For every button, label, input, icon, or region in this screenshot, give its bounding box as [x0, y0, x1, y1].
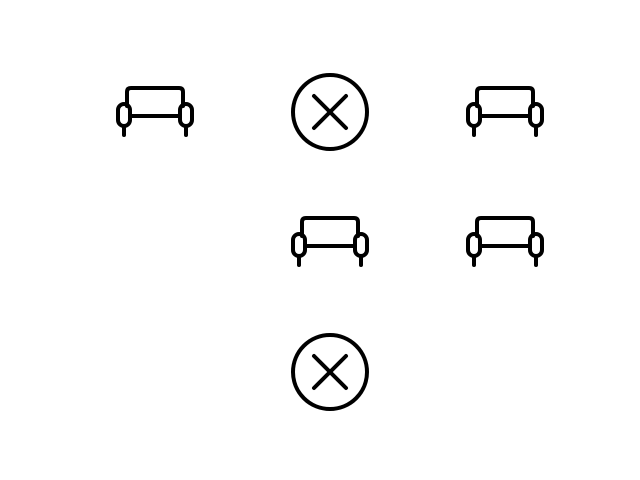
armchair-icon [465, 72, 545, 152]
grid-cell[interactable] [290, 202, 370, 282]
grid-cell-empty[interactable] [115, 332, 195, 412]
grid-cell[interactable] [465, 72, 545, 152]
grid-cell[interactable] [465, 202, 545, 282]
grid-cell[interactable] [115, 72, 195, 152]
circle-x-icon [290, 72, 370, 152]
grid-cell[interactable] [290, 332, 370, 412]
armchair-icon [290, 202, 370, 282]
circle-x-icon [290, 332, 370, 412]
grid-cell[interactable] [290, 72, 370, 152]
armchair-icon [465, 202, 545, 282]
grid-cell-empty[interactable] [115, 202, 195, 282]
grid-cell-empty[interactable] [465, 332, 545, 412]
armchair-icon [115, 72, 195, 152]
